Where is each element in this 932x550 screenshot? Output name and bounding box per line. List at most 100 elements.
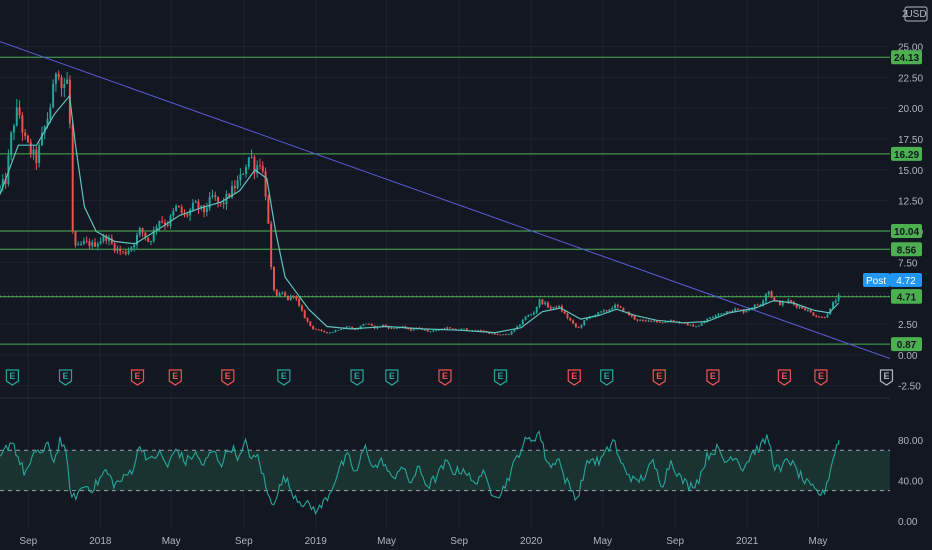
candle (577, 326, 580, 329)
candle-body (267, 196, 270, 224)
candle (29, 138, 32, 158)
candle-body (250, 156, 253, 158)
earnings-marker[interactable]: E (277, 369, 291, 386)
candle-body (731, 310, 734, 312)
candle-body (54, 73, 57, 84)
earnings-marker[interactable]: E (438, 369, 452, 386)
candle-body (40, 132, 43, 146)
candle-body (172, 210, 175, 216)
candle-body (52, 83, 55, 108)
candle-body (496, 334, 499, 336)
earnings-marker[interactable]: E (5, 369, 19, 386)
candle (611, 306, 614, 311)
candle-body (122, 251, 124, 253)
earnings-marker-label: E (710, 371, 716, 381)
earnings-marker[interactable]: E (706, 369, 720, 386)
candle-body (275, 289, 278, 296)
level-tag (891, 242, 922, 257)
level-tag-text: 0.87 (897, 340, 917, 351)
candle (460, 328, 463, 330)
candle-body (328, 332, 331, 334)
earnings-marker-label: E (354, 371, 360, 381)
earnings-marker[interactable]: E (567, 369, 581, 386)
candle (818, 315, 821, 318)
candle (314, 328, 317, 330)
candle-body (692, 324, 695, 327)
candle (270, 220, 273, 270)
candle-body (530, 314, 533, 316)
earnings-marker-label: E (172, 371, 178, 381)
candle-body (149, 241, 152, 243)
candle-body (728, 311, 731, 313)
candle (275, 288, 278, 297)
candle-body (463, 328, 466, 330)
candle-body (141, 228, 144, 233)
earnings-marker[interactable]: E (130, 369, 145, 386)
candle-body (412, 329, 415, 331)
candle (312, 325, 315, 330)
earnings-marker[interactable]: E (385, 369, 399, 386)
candle-body (127, 250, 130, 254)
candle (451, 328, 454, 330)
earnings-marker[interactable]: E (58, 369, 73, 386)
candle-body (700, 323, 703, 326)
candle-body (658, 321, 661, 323)
candle (764, 292, 767, 304)
price-axis-label: 17.50 (898, 135, 923, 146)
candle (253, 154, 256, 180)
time-axis[interactable]: Sep 2018 May Sep 2019 May Sep 2020 May Sep 2021 May (19, 536, 827, 547)
trend-line[interactable] (0, 41, 891, 360)
candle (12, 123, 15, 140)
candle-body (709, 317, 712, 319)
earnings-marker[interactable]: E (600, 369, 614, 386)
candle-body (524, 316, 527, 321)
candle-body (636, 319, 639, 321)
earnings-marker[interactable]: E (777, 369, 791, 386)
earnings-marker[interactable]: E (652, 369, 666, 386)
trend-line-group[interactable] (0, 41, 891, 360)
earnings-marker[interactable]: E (168, 369, 182, 386)
earnings-marker-shape (438, 369, 452, 386)
candle-body (633, 316, 636, 320)
candle (211, 189, 214, 199)
candle (524, 316, 527, 321)
earnings-marker-shape (567, 369, 581, 386)
candle-body (409, 328, 412, 331)
earnings-marker[interactable]: E (814, 369, 828, 386)
candle-body (611, 307, 614, 310)
earnings-marker[interactable]: E (493, 369, 508, 386)
horizontal-levels[interactable] (0, 56, 890, 345)
candle (166, 220, 169, 228)
candle-body (619, 306, 622, 308)
candle (138, 226, 141, 238)
candle (172, 207, 175, 220)
earnings-marker-shape (350, 369, 364, 386)
earnings-marker[interactable]: E (221, 369, 235, 386)
candle-body (24, 132, 27, 136)
candle-body (558, 306, 561, 308)
candle-body (10, 132, 13, 156)
candle (292, 295, 295, 299)
candle-body (295, 296, 298, 299)
candle-body (549, 307, 552, 309)
candle-body (272, 267, 275, 290)
earnings-marker-shape (221, 369, 235, 386)
candle (787, 298, 790, 305)
currency-button[interactable] (904, 6, 928, 22)
candle (239, 168, 242, 186)
candle-body (152, 229, 155, 242)
candle-body (35, 149, 38, 163)
candle (242, 172, 245, 175)
price-axis-label: 20.00 (898, 104, 923, 115)
candle-body (247, 157, 250, 167)
candle-body (278, 293, 281, 296)
candle (250, 149, 253, 159)
candle-body (359, 325, 362, 330)
earnings-marker-shape (777, 369, 791, 386)
candle (208, 192, 211, 212)
earnings-marker[interactable]: E (879, 369, 894, 386)
candle-body (781, 302, 784, 306)
earnings-marker[interactable]: E (350, 369, 364, 386)
